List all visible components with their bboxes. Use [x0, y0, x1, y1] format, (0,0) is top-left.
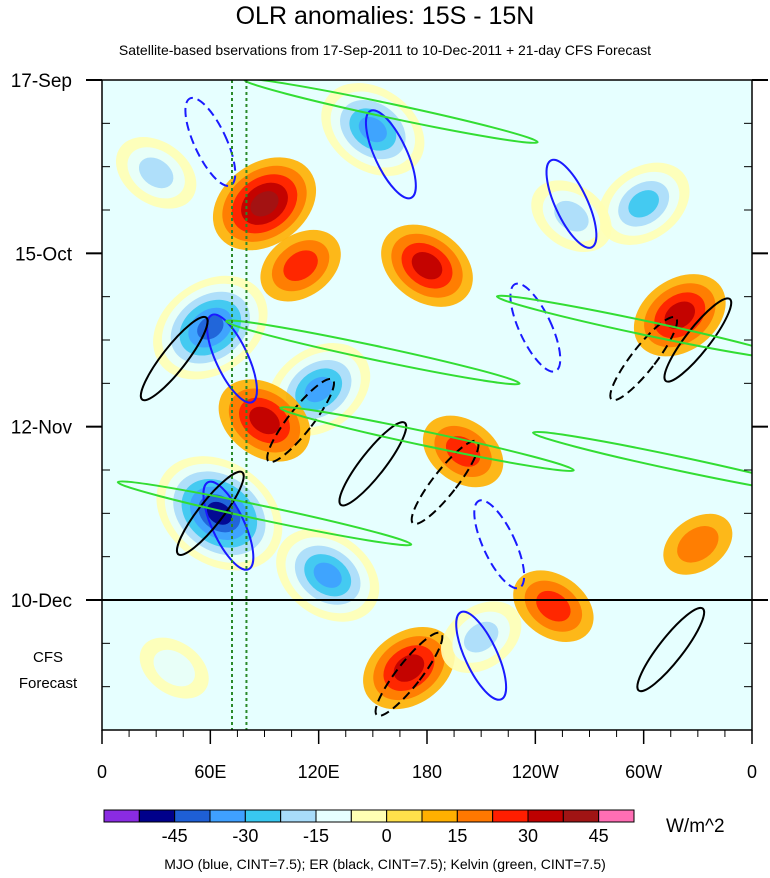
x-axis-tick-label: 60W — [625, 762, 662, 782]
er-contour — [609, 315, 679, 402]
olr-anomaly-blob — [153, 649, 195, 687]
olr-anomaly-blob — [283, 250, 318, 282]
colorbar-swatch — [492, 809, 529, 823]
x-axis-tick-label: 0 — [747, 762, 757, 782]
mjo-contour — [364, 109, 417, 200]
olr-anomaly-blob — [463, 621, 499, 653]
olr-anomaly-blob — [313, 562, 342, 588]
colorbar-tick-label: -45 — [162, 826, 188, 846]
x-axis-tick-label: 0 — [97, 762, 107, 782]
olr-anomaly-blob — [664, 301, 696, 329]
y-axis-tick-label: 10-Dec — [11, 591, 72, 612]
y-axis-tick-label: 17-Sep — [11, 71, 72, 92]
chart-subtitle: Satellite-based bservations from 17-Sep-… — [118, 42, 652, 58]
colorbar-tick-label: 45 — [589, 826, 609, 846]
olr-anomaly-blob — [411, 252, 443, 280]
colorbar-swatch — [209, 809, 246, 823]
colorbar-swatch — [562, 809, 600, 823]
colorbar-tick-label: 15 — [447, 826, 467, 846]
olr-anomaly-blob — [138, 157, 174, 189]
er-contour — [374, 631, 444, 717]
forecast-label: CFS — [33, 649, 63, 666]
olr-anomaly-blob — [393, 654, 425, 682]
olr-anomaly-blob — [536, 590, 571, 622]
colorbar-tick-label: -30 — [232, 826, 258, 846]
colorbar-swatch — [315, 809, 352, 823]
mjo-contour — [509, 282, 562, 373]
colorbar-swatch — [421, 809, 458, 823]
kelvin-contour — [116, 480, 413, 547]
kelvin-contour — [225, 319, 521, 386]
colorbar-swatch — [386, 809, 423, 823]
olr-anomaly-blob — [249, 406, 280, 435]
olr-anomaly-blob — [304, 376, 333, 403]
colorbar-tick-label: 30 — [518, 826, 538, 846]
olr-anomaly-blob — [445, 436, 481, 467]
x-axis-tick-label: 120W — [512, 762, 559, 782]
mjo-contour — [455, 610, 508, 701]
kelvin-contour — [495, 294, 752, 361]
olr-anomaly-blob — [206, 501, 232, 525]
colorbar-tick-label: -15 — [303, 826, 329, 846]
forecast-label: Forecast — [19, 675, 78, 692]
er-contour — [139, 315, 209, 402]
olr-anomaly-blob — [677, 526, 719, 563]
kelvin-contour — [243, 80, 539, 144]
colorbar-swatch — [350, 809, 388, 823]
mjo-contour — [473, 499, 526, 590]
er-contour — [266, 377, 335, 464]
colorbar-swatch — [244, 809, 282, 823]
olr-anomaly-blob — [628, 190, 659, 218]
olr-anomaly-blob — [250, 191, 279, 217]
er-contour — [338, 421, 408, 507]
mjo-contour — [184, 96, 237, 187]
colorbar-swatch — [598, 809, 635, 823]
x-axis-tick-label: 180 — [412, 762, 442, 782]
colorbar-swatch — [174, 809, 211, 823]
x-axis-tick-label: 120E — [298, 762, 340, 782]
colorbar-units: W/m^2 — [666, 816, 725, 837]
colorbar-tick-label: 0 — [382, 826, 392, 846]
colorbar-swatch — [103, 809, 140, 823]
colorbar-swatch — [456, 809, 494, 823]
colorbar-swatch — [527, 809, 564, 823]
kelvin-contour — [279, 406, 575, 472]
kelvin-contour — [532, 430, 752, 497]
mjo-contour — [202, 480, 255, 571]
mjo-contour — [545, 158, 598, 249]
colorbar-swatch — [138, 809, 176, 823]
chart-title: OLR anomalies: 15S - 15N — [235, 2, 535, 30]
y-axis-tick-label: 15-Oct — [15, 244, 73, 265]
legend-footer: MJO (blue, CINT=7.5); ER (black, CINT=7.… — [164, 856, 606, 872]
colorbar-swatch — [280, 809, 317, 823]
x-axis-tick-label: 60E — [194, 762, 226, 782]
y-axis-tick-label: 12-Nov — [11, 418, 73, 439]
er-contour — [636, 606, 706, 693]
